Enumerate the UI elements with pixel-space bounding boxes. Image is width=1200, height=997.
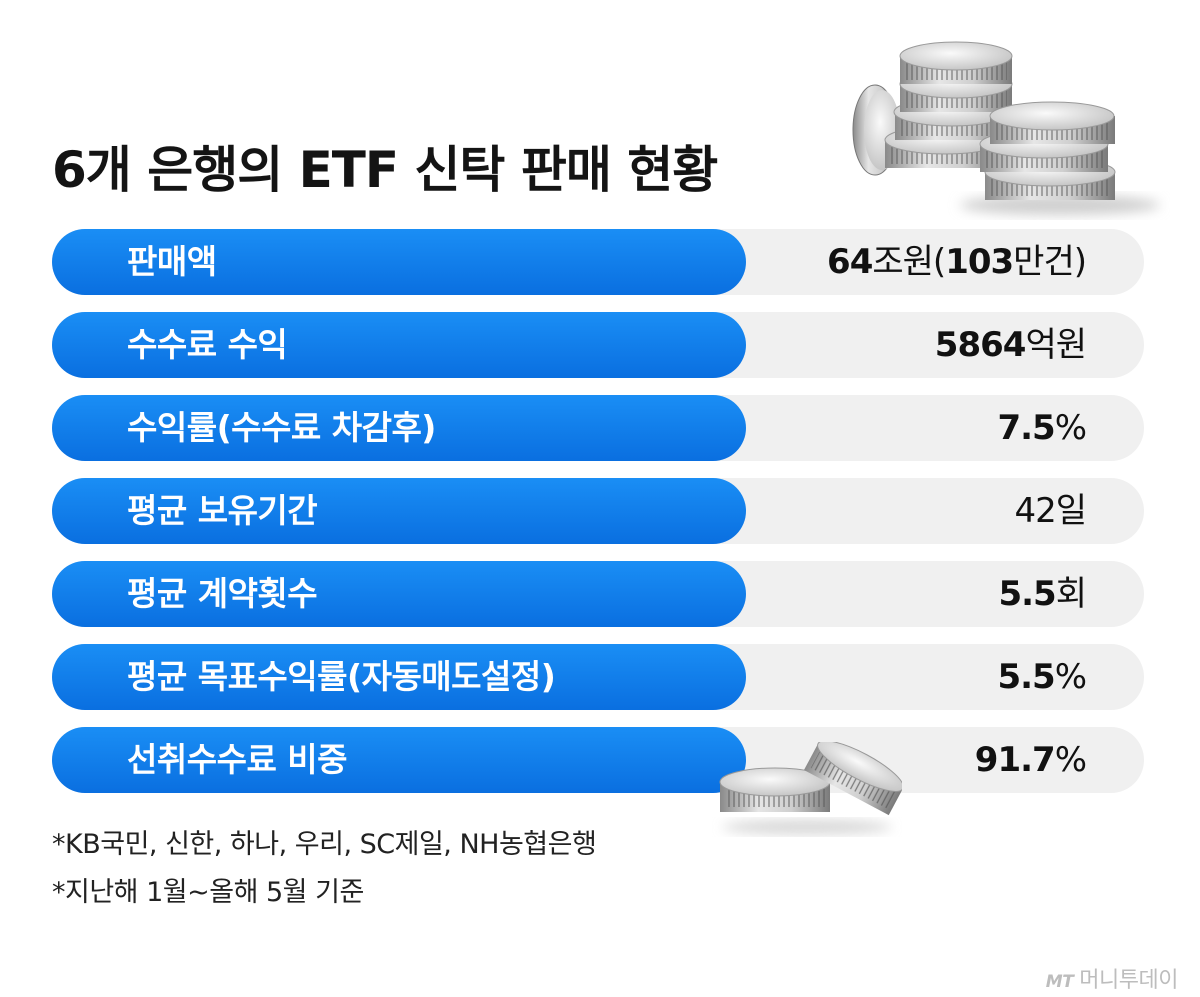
stat-row-fee-revenue: 수수료 수익 5864억원 [52,312,1144,378]
row-label: 수익률(수수료 차감후) [127,408,436,447]
row-label: 판매액 [127,242,217,281]
brand-logo: MT 머니투데이 [1045,962,1179,994]
coin-stack-illustration [852,41,1160,215]
stat-row-contract-count: 평균 계약횟수 5.5회 [52,561,1144,627]
row-value: 91.7% [974,740,1087,780]
row-label-pill: 수수료 수익 [52,312,746,378]
row-label: 평균 계약횟수 [127,574,318,613]
row-label: 수수료 수익 [127,325,288,364]
row-label-pill: 수익률(수수료 차감후) [52,395,746,461]
row-value: 5.5% [997,657,1087,697]
page-title: 6개 은행의 ETF 신탁 판매 현황 [52,141,718,199]
row-label-pill: 평균 목표수익률(자동매도설정) [52,644,746,710]
row-value: 7.5% [997,408,1087,448]
row-value: 42일 [1014,491,1087,531]
row-label: 평균 목표수익률(자동매도설정) [127,657,556,696]
footnote-banks: *KB국민, 신한, 하나, 우리, SC제일, NH농협은행 [52,829,597,860]
row-label-pill: 평균 계약횟수 [52,561,746,627]
stat-row-return-rate: 수익률(수수료 차감후) 7.5% [52,395,1144,461]
stat-row-sales: 판매액 64조원(103만건) [52,229,1144,295]
row-value: 5864억원 [934,325,1087,365]
row-label-pill: 평균 보유기간 [52,478,746,544]
stat-row-holding-period: 평균 보유기간 42일 [52,478,1144,544]
row-value: 64조원(103만건) [827,242,1087,282]
coin-pair-illustration [719,742,902,834]
brand-mark: MT [1045,972,1074,992]
footnote-period: *지난해 1월~올해 5월 기준 [52,877,364,908]
row-label: 평균 보유기간 [127,491,318,530]
row-label: 선취수수료 비중 [127,740,348,779]
row-label-pill: 판매액 [52,229,746,295]
stat-row-target-return: 평균 목표수익률(자동매도설정) 5.5% [52,644,1144,710]
row-label-pill: 선취수수료 비중 [52,727,746,793]
row-value: 5.5회 [998,574,1087,614]
brand-name: 머니투데이 [1079,968,1178,993]
stat-row-front-fee-share: 선취수수료 비중 91.7% [52,727,1144,793]
